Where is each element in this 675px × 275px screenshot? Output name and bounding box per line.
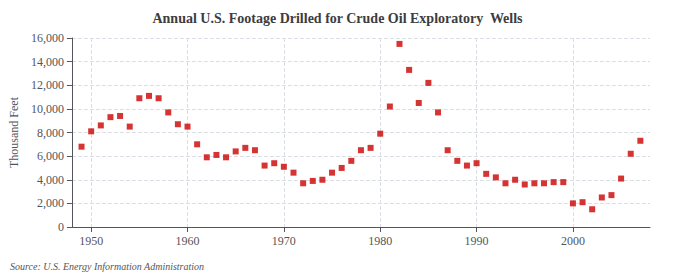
svg-text:16,000: 16,000: [31, 31, 64, 45]
svg-text:2000: 2000: [561, 234, 585, 248]
svg-text:12,000: 12,000: [31, 78, 64, 92]
svg-text:Thousand Feet: Thousand Feet: [7, 96, 21, 168]
svg-text:0: 0: [58, 220, 64, 234]
svg-text:Annual U.S. Footage Drilled fo: Annual U.S. Footage Drilled for Crude Oi…: [152, 11, 523, 26]
svg-text:8,000: 8,000: [37, 126, 64, 140]
svg-text:Source: U.S. Energy Informatio: Source: U.S. Energy Information Administ…: [10, 261, 204, 272]
svg-text:6,000: 6,000: [37, 149, 64, 163]
svg-text:1960: 1960: [176, 234, 200, 248]
svg-text:10,000: 10,000: [31, 102, 64, 116]
svg-text:1980: 1980: [368, 234, 392, 248]
svg-text:1970: 1970: [272, 234, 296, 248]
svg-text:1990: 1990: [465, 234, 489, 248]
svg-text:1950: 1950: [79, 234, 103, 248]
svg-text:14,000: 14,000: [31, 55, 64, 69]
svg-text:2,000: 2,000: [37, 196, 64, 210]
svg-text:4,000: 4,000: [37, 173, 64, 187]
